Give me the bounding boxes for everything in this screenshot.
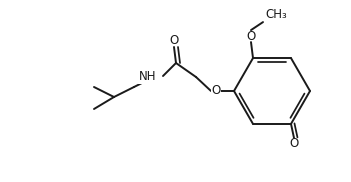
Text: CH₃: CH₃ [265,8,287,21]
Text: NH: NH [139,70,156,84]
Text: O: O [246,30,256,43]
Text: O: O [170,35,179,48]
Text: O: O [289,137,299,150]
Text: O: O [211,84,221,98]
